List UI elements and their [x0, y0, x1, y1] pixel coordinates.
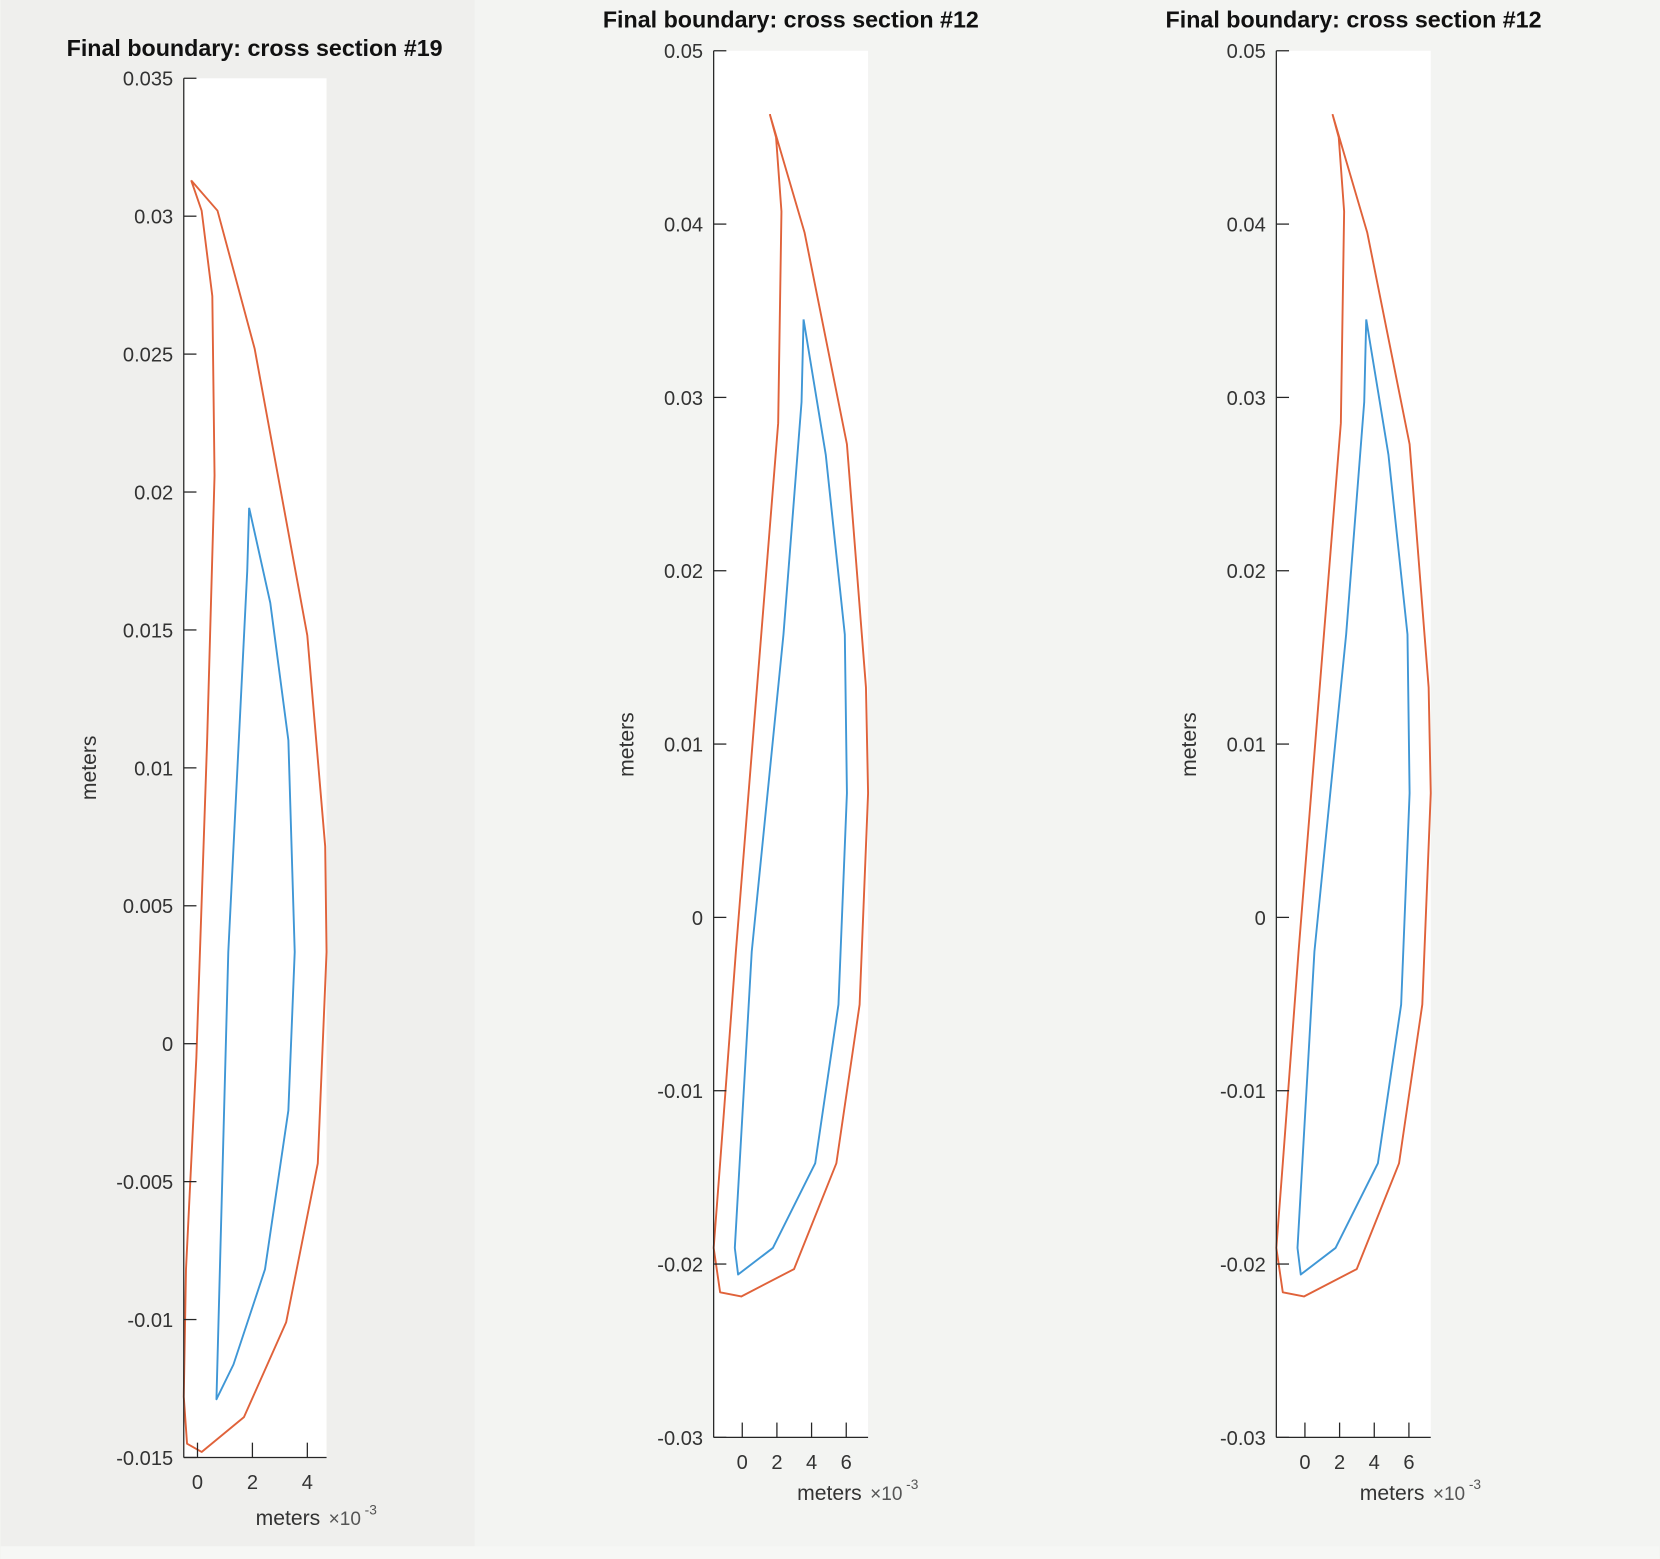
x-axis-exponent-power: -3 — [365, 1503, 378, 1518]
series-inner-boundary — [1296, 319, 1411, 1276]
x-tick-label: 6 — [1403, 1452, 1414, 1474]
y-tick-label: 0.035 — [123, 69, 173, 91]
x-tick-label: 4 — [806, 1452, 817, 1474]
x-axis-label: meters — [1360, 1482, 1425, 1505]
y-tick-label: 0 — [1255, 908, 1266, 930]
x-tick-label: 4 — [1369, 1452, 1380, 1474]
chart-1: 0.035 0.03 0.025 0.02 0.015 0.01 0.005 0 -0.005 -… — [67, 35, 443, 1530]
y-tick-label: -0.03 — [657, 1428, 703, 1450]
y-tick-label: -0.02 — [1220, 1254, 1266, 1276]
x-tick-label: 2 — [247, 1472, 258, 1494]
x-tick-label: 4 — [302, 1472, 313, 1494]
bottom-strip — [0, 1546, 1660, 1559]
chart-title: Final boundary: cross section #12 — [603, 6, 979, 32]
plot-area — [183, 78, 327, 1458]
x-tick-label: 0 — [192, 1472, 203, 1494]
y-tick-label: 0.01 — [664, 734, 703, 756]
y-tick-label: -0.01 — [657, 1081, 703, 1103]
y-tick-label: 0.015 — [123, 620, 173, 642]
y-tick-label: -0.01 — [1220, 1081, 1266, 1103]
y-tick-label: -0.015 — [116, 1448, 173, 1470]
y-tick-label: 0.02 — [664, 561, 703, 583]
y-tick-label: 0.005 — [123, 896, 173, 918]
x-tick-label: 2 — [771, 1452, 782, 1474]
y-tick-label: 0.03 — [134, 207, 173, 229]
y-tick-label: 0 — [692, 908, 703, 930]
y-tick-label: -0.005 — [116, 1172, 173, 1194]
plot-area — [713, 50, 869, 1438]
series-outer-boundary — [712, 113, 870, 1298]
x-axis-label: meters — [797, 1482, 862, 1505]
y-tick-label: 0.04 — [664, 214, 703, 236]
x-axis-label: meters — [256, 1507, 321, 1530]
x-tick-label: 6 — [841, 1452, 852, 1474]
series-outer-boundary — [182, 179, 328, 1453]
chart-title: Final boundary: cross section #12 — [1166, 6, 1542, 32]
y-tick-label: -0.01 — [127, 1310, 173, 1332]
y-tick-label: 0.02 — [134, 482, 173, 504]
y-tick-label: 0 — [162, 1034, 173, 1056]
x-tick-label: 2 — [1334, 1452, 1345, 1474]
y-tick-label: 0.02 — [1227, 561, 1266, 583]
y-axis-label: meters — [78, 736, 101, 801]
y-tick-label: 0.025 — [123, 345, 173, 367]
chart-title: Final boundary: cross section #19 — [67, 35, 443, 61]
y-axis-label: meters — [1178, 712, 1201, 777]
y-tick-label: 0.03 — [1227, 388, 1266, 410]
series-inner-boundary — [215, 507, 296, 1401]
x-axis-exponent: ×10 — [329, 1509, 361, 1530]
y-tick-label: -0.03 — [1220, 1428, 1266, 1450]
y-tick-label: -0.02 — [657, 1254, 703, 1276]
y-axis-label: meters — [615, 712, 638, 777]
y-tick-label: 0.05 — [1227, 41, 1266, 63]
x-tick-label: 0 — [1299, 1452, 1310, 1474]
series-inner-boundary — [733, 319, 848, 1276]
y-tick-label: 0.04 — [1227, 214, 1266, 236]
x-axis-exponent: ×10 — [870, 1484, 902, 1505]
y-tick-label: 0.01 — [1227, 734, 1266, 756]
x-tick-label: 0 — [737, 1452, 748, 1474]
x-axis-exponent: ×10 — [1433, 1484, 1465, 1505]
plot-area — [1276, 50, 1431, 1438]
chart-2: 0.05 0.04 0.03 0.02 0.01 0 -0.01 -0.02 -0.03 0 2 4 6… — [603, 6, 979, 1504]
series-outer-boundary — [1275, 113, 1432, 1298]
y-tick-label: 0.01 — [134, 758, 173, 780]
x-axis-exponent-power: -3 — [906, 1477, 919, 1492]
y-tick-label: 0.03 — [664, 388, 703, 410]
chart-3: 0.05 0.04 0.03 0.02 0.01 0 -0.01 -0.02 -0.03 0 2 4 6… — [1166, 6, 1542, 1504]
x-axis-exponent-power: -3 — [1469, 1477, 1482, 1492]
y-tick-label: 0.05 — [664, 41, 703, 63]
